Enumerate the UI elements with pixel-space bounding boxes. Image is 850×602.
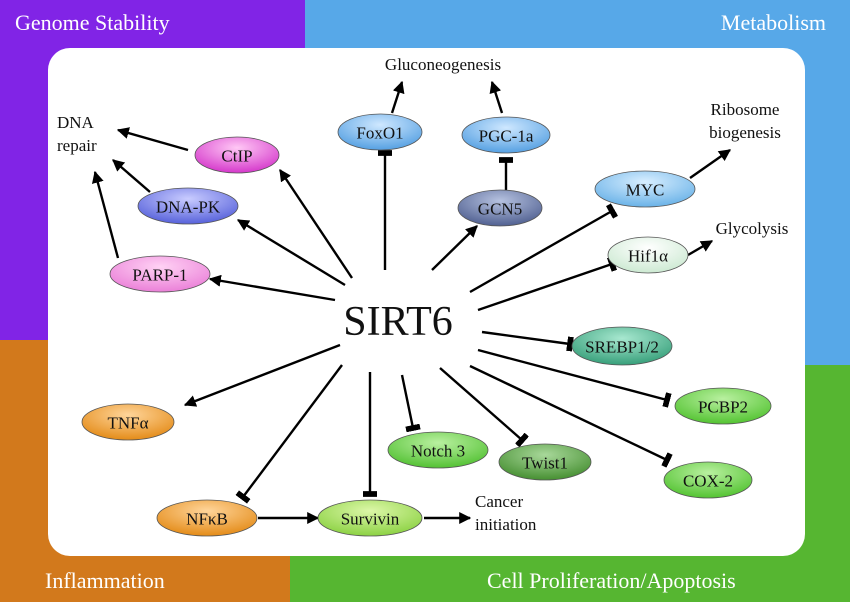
inhibition-edge [469, 364, 673, 468]
node [594, 170, 696, 208]
node [498, 443, 592, 481]
activation-edge [236, 218, 346, 287]
node-label: PGC-1a [479, 127, 534, 146]
activation-edge [112, 159, 151, 193]
activation-edge [91, 170, 120, 259]
node [607, 236, 689, 274]
outcome-label: repair [57, 136, 97, 155]
node [457, 189, 543, 227]
activation-edge [689, 149, 731, 179]
edges [91, 80, 731, 524]
outcome-label: DNA [57, 113, 95, 132]
node [674, 387, 772, 425]
activation-edge [489, 80, 504, 114]
outcome-label: Ribosome [711, 100, 780, 119]
outcome-label: initiation [475, 515, 537, 534]
node [156, 499, 258, 537]
node-label: TNFα [107, 414, 148, 433]
node-label: SREBP1/2 [585, 338, 659, 357]
section-label: Metabolism [721, 10, 826, 35]
activation-edge [208, 274, 336, 302]
activation-edge [390, 80, 405, 114]
activation-edge [183, 343, 341, 407]
outcome-label: Cancer [475, 492, 523, 511]
section-label: Inflammation [45, 568, 165, 593]
node-label: MYC [626, 181, 665, 200]
inhibition-edge [477, 348, 672, 408]
node [337, 113, 423, 151]
node [663, 461, 753, 499]
node-label: GCN5 [478, 200, 522, 219]
node-label: FoxO1 [356, 124, 403, 143]
inhibition-edge [469, 203, 619, 294]
node [109, 255, 211, 293]
node [461, 116, 551, 154]
node-label: NFκB [186, 510, 228, 529]
node [317, 499, 423, 537]
node-label: CtIP [221, 147, 252, 166]
node-label: Hif1α [628, 247, 668, 266]
node-label: PCBP2 [698, 398, 748, 417]
section-label: Cell Proliferation/Apoptosis [487, 568, 736, 593]
node [194, 136, 280, 174]
activation-edge [116, 127, 189, 152]
node-label: DNA-PK [156, 198, 221, 217]
node [81, 403, 175, 441]
node-label: Survivin [341, 510, 400, 529]
inhibition-edge [477, 256, 618, 312]
outcome-label: Gluconeogenesis [385, 55, 501, 74]
activation-edge [431, 225, 478, 271]
section-label: Genome Stability [15, 10, 170, 35]
activation-edge [279, 169, 353, 279]
node-label: Twist1 [522, 454, 568, 473]
center-label: SIRT6 [343, 299, 453, 345]
outcome-label: Glycolysis [716, 219, 789, 238]
inhibition-edge [400, 374, 421, 433]
inhibition-edge [235, 364, 343, 504]
nodes: FoxO1 PGC-1a CtIP DNA-PK GCN5 MYC Hif1α PARP-1 S… [81, 113, 772, 537]
node-label: PARP-1 [132, 266, 187, 285]
node [387, 431, 489, 469]
node-label: COX-2 [683, 472, 733, 491]
outcome-label: biogenesis [709, 123, 781, 142]
activation-edge [687, 239, 714, 257]
node [571, 326, 673, 366]
node-label: Notch 3 [411, 442, 465, 461]
inhibition-edge [481, 330, 574, 352]
node [137, 187, 239, 225]
inhibition-edge [439, 367, 529, 448]
